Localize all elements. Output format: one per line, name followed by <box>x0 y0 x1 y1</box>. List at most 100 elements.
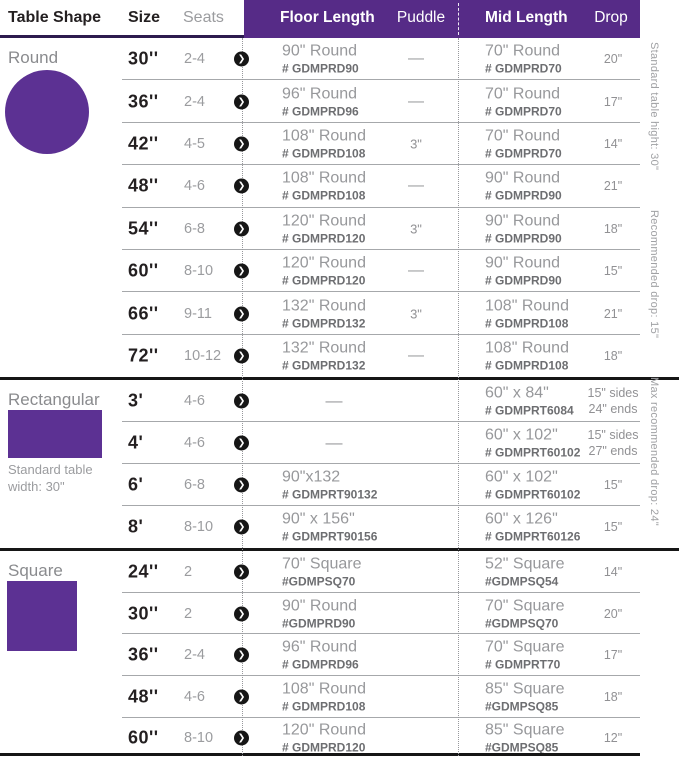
size-cell: 54'' <box>128 218 159 239</box>
mid-length-value: 60" x 84" <box>485 384 549 402</box>
mid-length-cell: 60" x 102" # GDMPRT60102 <box>485 426 595 461</box>
mid-length-cell: 60" x 126" # GDMPRT60126 <box>485 510 595 545</box>
arrow-right-circle-icon: ❯ <box>234 477 249 493</box>
seats-cell: 6-8 <box>184 220 205 237</box>
table-row: 36'' 2-4 ❯ 96" Round # GDMPRD96—70" Round # G… <box>0 80 679 124</box>
arrow-right-circle-icon: ❯ <box>234 136 249 152</box>
arrow-right-circle-icon: ❯ <box>234 435 249 451</box>
column-header-drop: Drop <box>594 9 628 26</box>
no-value-dash: — <box>408 50 424 68</box>
drop-cell: 15" sides 24" ends <box>584 385 642 417</box>
floor-length-part-number: # GDMPRT90156 <box>282 529 378 544</box>
mid-length-part-number: # GDMPRD90 <box>485 188 562 203</box>
floor-length-cell: 90"x132 # GDMPRT90132 <box>282 468 386 503</box>
puddle-cell: — <box>386 177 446 195</box>
mid-length-part-number: #GDMPSQ54 <box>485 574 559 589</box>
mid-length-cell: 60" x 102" # GDMPRT60102 <box>485 468 595 503</box>
drop-cell: 15" <box>584 477 642 493</box>
mid-length-part-number: #GDMPSQ70 <box>485 616 559 631</box>
section-square: Square 24'' 2 ❯ 70" Square #GDMPSQ70 52" Squar… <box>0 548 679 759</box>
floor-length-value: 108" Round <box>282 127 366 145</box>
size-cell: 30'' <box>128 603 159 624</box>
table-header-left: Table Shape Size Seats <box>0 0 244 38</box>
seats-cell: 4-6 <box>184 178 205 195</box>
floor-length-cell: 132" Round # GDMPRD132 <box>282 296 386 331</box>
section-round: Round 30'' 2-4 ❯ 90" Round # GDMPRD90—70" Rou… <box>0 38 679 377</box>
no-value-dash: — <box>325 433 343 453</box>
floor-length-part-number: # GDMPRD108 <box>282 188 366 203</box>
side-note-recommended-drop: Recommended drop: 15" <box>648 209 660 338</box>
arrow-right-circle-icon: ❯ <box>234 306 249 322</box>
table-row: 48'' 4-6 ❯ 108" Round # GDMPRD108—90" Round #… <box>0 165 679 208</box>
floor-length-part-number: # GDMPRD120 <box>282 231 366 246</box>
floor-length-value: 70" Square <box>282 555 362 573</box>
floor-length-cell: 108" Round # GDMPRD108 <box>282 126 386 161</box>
mid-length-cell: 70" Round # GDMPRD70 <box>485 84 595 119</box>
mid-length-cell: 85" Square #GDMPSQ85 <box>485 721 595 756</box>
size-cell: 60'' <box>128 727 159 748</box>
mid-length-cell: 108" Round # GDMPRD108 <box>485 338 595 373</box>
drop-value: 24" ends <box>588 402 638 417</box>
mid-length-value: 60" x 126" <box>485 510 558 528</box>
mid-length-part-number: #GDMPSQ85 <box>485 740 559 755</box>
drop-value: 14" <box>603 564 623 579</box>
floor-length-part-number: # GDMPRD108 <box>282 699 366 714</box>
mid-length-value: 70" Round <box>485 85 561 103</box>
shape-note: Standard table width: 30" <box>8 462 93 495</box>
arrow-right-circle-icon: ❯ <box>234 647 249 663</box>
drop-value: 21" <box>603 306 623 321</box>
drop-value: 20" <box>603 52 623 67</box>
floor-length-cell: 90" Round #GDMPRD90 <box>282 596 386 631</box>
mid-length-cell: 70" Round # GDMPRD70 <box>485 42 595 77</box>
drop-value: 20" <box>603 606 623 621</box>
seats-cell: 2-4 <box>184 647 205 664</box>
mid-length-part-number: # GDMPRT60102 <box>485 445 581 460</box>
mid-length-part-number: # GDMPRD70 <box>485 104 562 119</box>
mid-length-part-number: # GDMPRT6084 <box>485 403 574 418</box>
table-row: 72'' 10-12 ❯ 132" Round # GDMPRD132 — 108" Rou… <box>0 335 679 377</box>
no-value-dash: — <box>408 346 424 364</box>
mid-length-part-number: # GDMPRT60102 <box>485 487 581 502</box>
size-cell: 48'' <box>128 686 159 707</box>
arrow-right-circle-icon: ❯ <box>234 348 249 364</box>
floor-length-cell: 120" Round # GDMPRD120 <box>282 211 386 246</box>
floor-length-part-number: # GDMPRD132 <box>282 358 366 373</box>
circle-shape-icon <box>5 70 89 154</box>
shape-label: Rectangular <box>8 390 100 410</box>
arrow-right-circle-icon: ❯ <box>234 94 249 110</box>
mid-length-value: 70" Square <box>485 638 565 656</box>
mid-length-value: 108" Round <box>485 339 569 357</box>
arrow-right-circle-icon: ❯ <box>234 606 249 622</box>
drop-cell: 15" sides 27" ends <box>584 427 642 459</box>
size-cell: 3' <box>128 390 144 411</box>
table-row: 30'' 2 ❯ 90" Round #GDMPRD90 70" Square #GDMPS… <box>0 593 679 635</box>
mid-length-cell: 108" Round # GDMPRD108 <box>485 296 595 331</box>
drop-value: 14" <box>603 136 623 151</box>
no-value-dash: — <box>408 262 424 280</box>
column-header-table-shape: Table Shape <box>8 9 102 26</box>
floor-length-part-number: #GDMPSQ70 <box>282 574 356 589</box>
mid-length-value: 70" Round <box>485 127 561 145</box>
seats-cell: 9-11 <box>184 305 212 322</box>
floor-length-part-number: # GDMPRD108 <box>282 146 366 161</box>
drop-cell: 20" <box>584 606 642 622</box>
floor-length-cell: 132" Round # GDMPRD132 <box>282 338 386 373</box>
drop-cell: 20" <box>584 51 642 67</box>
shape-label: Round <box>8 48 59 67</box>
floor-length-value: 90" x 156" <box>282 510 355 528</box>
drop-cell: 17" <box>584 647 642 663</box>
drop-cell: 17" <box>584 94 642 110</box>
table-row: 60'' 8-10 ❯ 120" Round # GDMPRD120 85" Square… <box>0 718 679 759</box>
column-header-mid-length: Mid Length <box>485 9 568 26</box>
floor-length-part-number: # GDMPRD120 <box>282 740 366 755</box>
size-cell: 4' <box>128 432 144 453</box>
mid-length-part-number: # GDMPRD108 <box>485 358 569 373</box>
drop-cell: 15" <box>584 519 642 535</box>
size-cell: 60'' <box>128 260 159 281</box>
mid-length-part-number: # GDMPRT70 <box>485 657 561 672</box>
seats-cell: 4-6 <box>184 688 205 705</box>
arrow-right-circle-icon: ❯ <box>234 519 249 535</box>
seats-cell: 8-10 <box>184 730 214 747</box>
mid-length-cell: 70" Round # GDMPRD70 <box>485 126 595 161</box>
